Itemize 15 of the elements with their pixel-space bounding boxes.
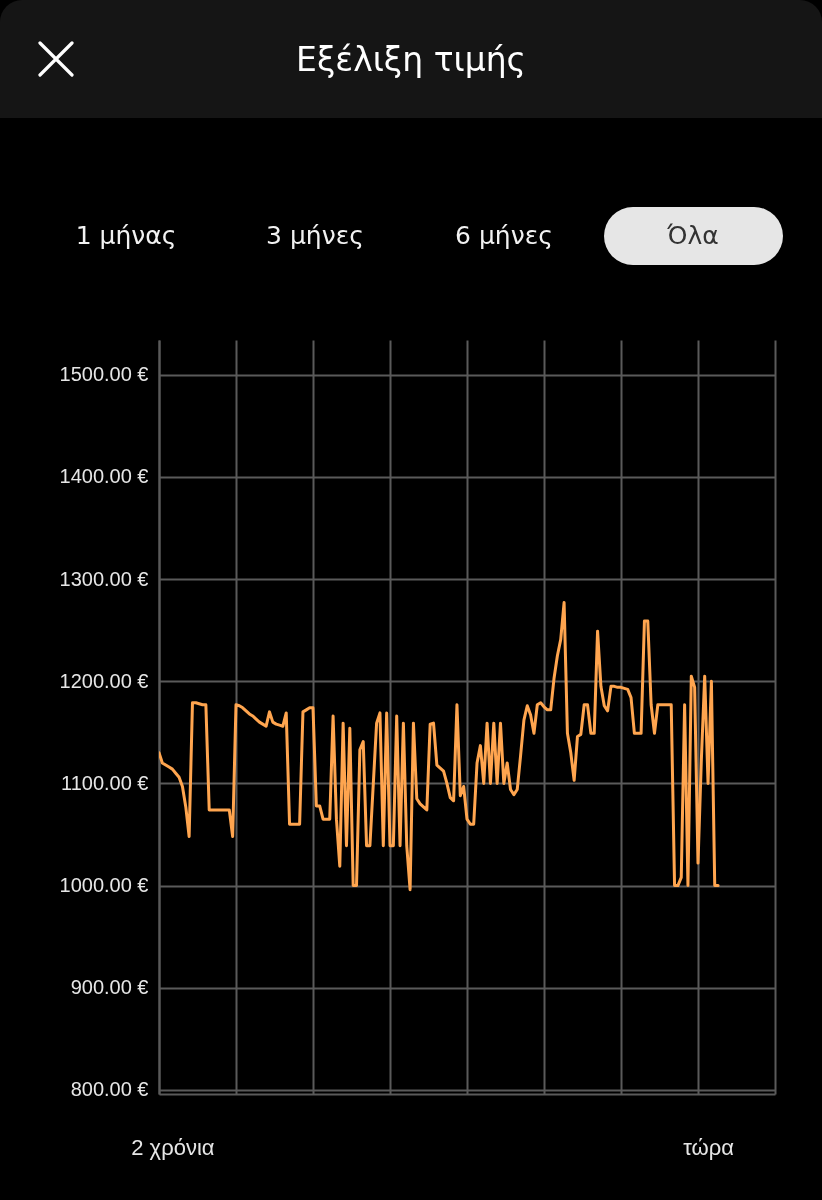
line-series (159, 601, 720, 892)
x-tick-label: τώρα (683, 1134, 735, 1160)
y-tick-label: 900.00 € (70, 976, 149, 999)
y-tick-label: 1100.00 € (61, 771, 149, 794)
x-tick-label: 2 χρόνια (131, 1134, 215, 1160)
y-tick-label: 1500.00 € (59, 363, 149, 386)
y-tick-label: 1000.00 € (59, 874, 149, 897)
chart-title: Εξέλιξη τιμής (295, 40, 527, 80)
text: 6 μήνες (454, 220, 554, 252)
text: 3 μήνες (265, 220, 365, 252)
y-tick-label: 1300.00 € (59, 567, 149, 590)
y-tick-label: 800.00 € (70, 1078, 149, 1101)
y-tick-label: 1200.00 € (59, 669, 149, 692)
text: 1 μήνας (74, 220, 178, 252)
y-tick-label: 1400.00 € (59, 465, 149, 488)
